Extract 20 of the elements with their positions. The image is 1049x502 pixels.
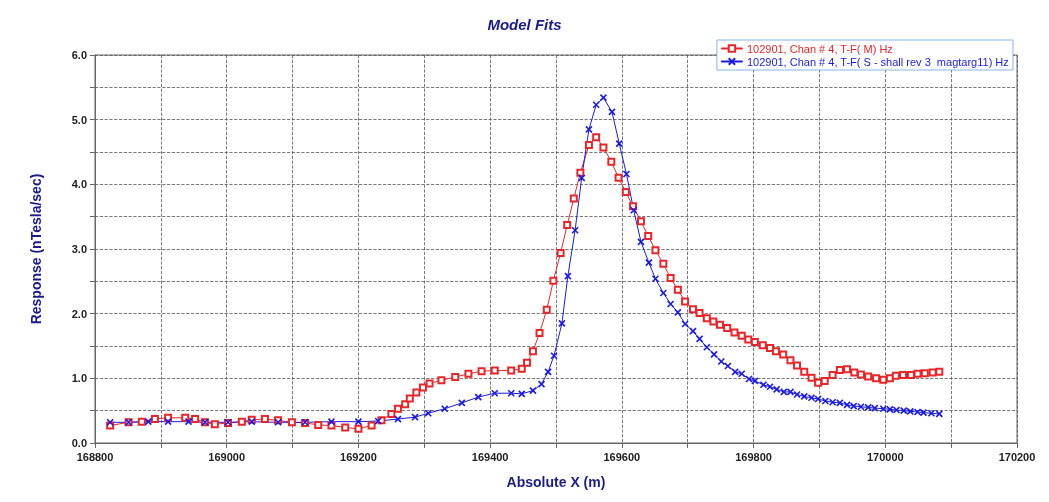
x-tick-label: 170000 [866,450,904,463]
y-tick-label: 2.0 [71,307,87,320]
y-axis-title: Response (nTesla/sec) [28,173,44,325]
y-tick-label: 4.0 [71,178,87,191]
y-tick-label: 3.0 [71,243,87,255]
y-tick-label: 6.0 [71,49,87,61]
x-tick-label: 168800 [76,450,114,463]
x-tick-label: 169800 [735,450,772,463]
y-tick-label: 1.0 [71,372,87,385]
legend-label: 102901, Chan # 4, T-F( S - shall rev 3 magtarg11) Hz [746,55,1009,68]
y-tick-label: 0.0 [71,437,87,449]
x-tick-label: 169600 [603,450,641,463]
x-axis-title: Absolute X (m) [506,474,606,490]
legend-label: 102901, Chan # 4, T-F( M) Hz [746,42,893,55]
x-tick-label: 170200 [998,450,1036,463]
x-tick-label: 169000 [208,450,246,463]
y-tick-label: 5.0 [71,113,87,126]
x-tick-label: 169200 [340,450,377,463]
x-tick-label: 169400 [471,450,509,463]
chart-title: Model Fits [487,16,562,33]
